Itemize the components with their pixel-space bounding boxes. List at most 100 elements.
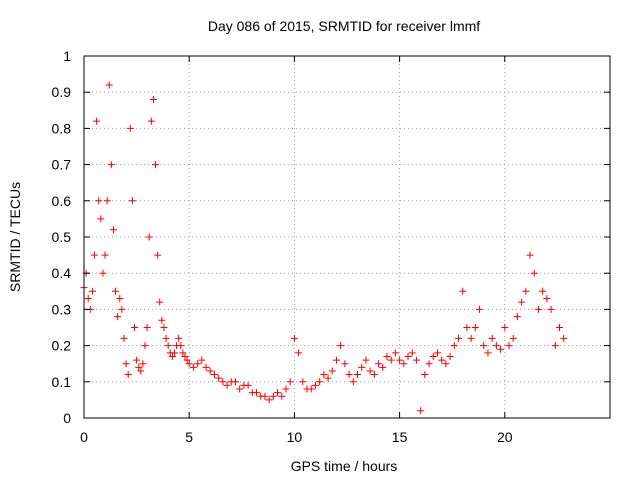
data-point xyxy=(404,352,412,360)
data-point xyxy=(324,374,332,382)
y-tick-label: 0.5 xyxy=(52,229,72,245)
data-point xyxy=(551,342,559,350)
data-point xyxy=(370,371,378,379)
data-point xyxy=(518,298,526,306)
data-point xyxy=(311,381,319,389)
data-point xyxy=(160,324,168,331)
data-point xyxy=(341,360,349,368)
data-point xyxy=(97,215,105,223)
data-point xyxy=(501,324,509,331)
data-point xyxy=(547,305,555,313)
data-point xyxy=(88,287,96,295)
data-point xyxy=(116,295,124,303)
data-point xyxy=(162,334,170,342)
y-tick-label: 0.2 xyxy=(52,338,72,354)
data-point xyxy=(290,334,298,342)
data-point xyxy=(450,342,458,350)
data-point xyxy=(170,349,178,357)
data-point xyxy=(522,287,530,295)
data-point xyxy=(107,161,115,169)
data-point xyxy=(282,385,290,393)
data-point xyxy=(177,342,185,350)
data-point xyxy=(84,295,92,303)
data-point xyxy=(147,117,155,125)
data-point xyxy=(429,352,437,360)
data-point xyxy=(269,392,277,400)
x-tick-label: 15 xyxy=(392,429,408,445)
chart-title: Day 086 of 2015, SRMTID for receiver lmm… xyxy=(208,18,480,34)
data-point xyxy=(198,356,206,364)
data-point xyxy=(505,342,513,350)
data-point xyxy=(202,363,210,371)
data-point xyxy=(175,334,183,342)
data-point xyxy=(463,324,471,331)
x-tick-label: 5 xyxy=(185,429,193,445)
data-point xyxy=(124,371,132,379)
data-point xyxy=(299,378,307,386)
data-point xyxy=(556,324,564,331)
data-point xyxy=(274,389,282,397)
data-point xyxy=(362,356,370,364)
data-point xyxy=(387,356,395,364)
data-point xyxy=(93,117,101,125)
data-point xyxy=(154,251,162,259)
data-point xyxy=(488,334,496,342)
data-point xyxy=(484,349,492,357)
data-point xyxy=(400,360,408,368)
data-point xyxy=(408,349,416,357)
data-point xyxy=(139,360,147,368)
data-point xyxy=(253,389,261,397)
data-point xyxy=(126,124,134,132)
data-point xyxy=(156,298,164,306)
data-point xyxy=(120,334,128,342)
data-point xyxy=(391,349,399,357)
data-point xyxy=(509,334,517,342)
data-point xyxy=(135,363,143,371)
data-point xyxy=(278,392,286,400)
data-point xyxy=(286,378,294,386)
y-tick-label: 0.7 xyxy=(52,157,72,173)
data-point xyxy=(95,197,103,205)
grid-lines xyxy=(84,56,610,418)
y-tick-label: 1 xyxy=(63,48,71,64)
y-tick-label: 0.4 xyxy=(52,265,72,281)
data-point xyxy=(130,324,138,331)
data-point xyxy=(145,233,153,241)
data-point xyxy=(158,316,166,324)
data-point xyxy=(366,367,374,375)
data-point xyxy=(181,352,189,360)
data-point xyxy=(179,349,187,357)
data-point xyxy=(375,360,383,368)
data-point xyxy=(295,349,303,357)
data-point xyxy=(149,95,157,103)
data-point xyxy=(185,360,193,368)
data-point xyxy=(438,356,446,364)
data-point xyxy=(143,324,151,331)
data-point xyxy=(261,392,269,400)
y-axis-label: SRMTID / TECUs xyxy=(7,182,23,292)
data-point xyxy=(467,334,475,342)
data-point xyxy=(99,269,107,277)
data-point xyxy=(183,356,191,364)
data-point xyxy=(530,269,538,277)
axis-ticks xyxy=(83,55,610,419)
data-point xyxy=(379,363,387,371)
data-point xyxy=(118,305,126,313)
y-tick-label: 0.9 xyxy=(52,84,72,100)
y-tick-label: 0 xyxy=(63,410,71,426)
data-point xyxy=(446,352,454,360)
data-point xyxy=(128,197,136,205)
data-point xyxy=(539,287,547,295)
x-tick-label: 20 xyxy=(497,429,513,445)
y-tick-label: 0.8 xyxy=(52,120,72,136)
y-tick-labels: 0 0.1 0.2 0.3 0.4 0.5 0.6 0.7 0.8 0.9 1 xyxy=(52,48,72,426)
data-point xyxy=(316,378,324,386)
data-point xyxy=(396,356,404,364)
data-point xyxy=(337,342,345,350)
data-point xyxy=(168,352,176,360)
data-point xyxy=(164,342,172,350)
data-point xyxy=(345,371,353,379)
data-point xyxy=(383,352,391,360)
data-point xyxy=(114,313,122,321)
data-point xyxy=(133,356,141,364)
